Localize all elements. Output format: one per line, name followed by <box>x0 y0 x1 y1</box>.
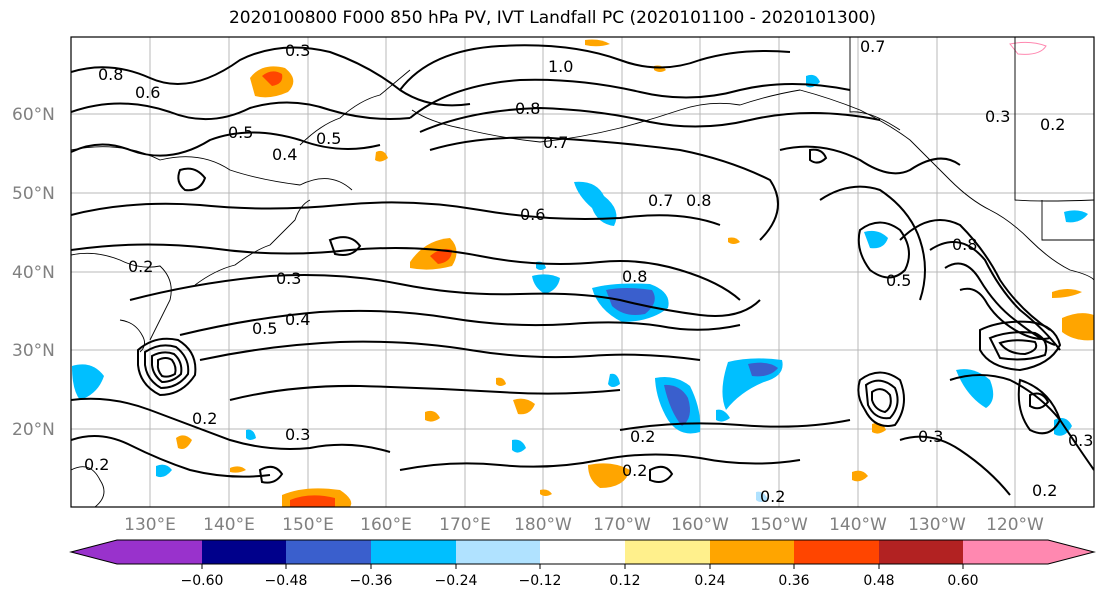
lon-label: 130°W <box>908 515 966 535</box>
lon-label: 140°E <box>203 515 255 535</box>
lon-label: 140°W <box>829 515 887 535</box>
lon-label: 130°E <box>124 515 176 535</box>
contour-label: 0.3 <box>1068 431 1093 450</box>
lon-label: 160°W <box>671 515 729 535</box>
contour-labels: 0.8 0.6 0.3 0.5 0.4 0.5 1.0 0.8 0.7 0.6 … <box>84 37 1093 506</box>
colorbar-tick-label: −0.36 <box>350 573 393 589</box>
contour-label: 0.2 <box>192 409 217 428</box>
lon-label: 180°W <box>514 515 572 535</box>
colorbar-swatch <box>202 540 286 564</box>
colorbar: −0.60 −0.48 −0.36 −0.24 −0.12 0.12 0.24 … <box>69 539 1096 589</box>
contour-label: 0.8 <box>952 235 977 254</box>
lon-label: 170°E <box>439 515 491 535</box>
lon-label: 160°E <box>360 515 412 535</box>
colorbar-swatch <box>456 540 540 564</box>
colorbar-tick-label: −0.24 <box>435 573 478 589</box>
colorbar-swatch <box>540 540 625 564</box>
contour-label: 0.7 <box>543 133 568 152</box>
contour-label: 0.8 <box>686 191 711 210</box>
contour-label: 0.2 <box>128 257 153 276</box>
contour-label: 0.2 <box>1040 115 1065 134</box>
lon-label: 170°W <box>593 515 651 535</box>
lat-label: 40°N <box>12 263 55 283</box>
colorbar-swatch <box>710 540 794 564</box>
contour-label: 0.3 <box>285 425 310 444</box>
contour-label: 0.2 <box>1032 481 1057 500</box>
colorbar-tick-label: 0.36 <box>778 573 809 589</box>
colorbar-extend-max <box>1048 540 1094 564</box>
contour-label: 0.7 <box>648 191 673 210</box>
latitude-labels: 60°N 50°N 40°N 30°N 20°N <box>12 105 55 440</box>
contour-label: 0.2 <box>630 427 655 446</box>
colorbar-swatch <box>879 540 963 564</box>
colorbar-swatch <box>371 540 456 564</box>
colorbar-tick-label: 0.60 <box>947 573 978 589</box>
contour-label: 0.5 <box>252 319 277 338</box>
contour-label: 0.5 <box>316 129 341 148</box>
contour-label: 0.8 <box>515 99 540 118</box>
contour-label: 0.4 <box>285 310 310 329</box>
contour-label: 0.2 <box>622 461 647 480</box>
contour-label: 0.6 <box>520 205 545 224</box>
colorbar-swatch <box>794 540 879 564</box>
colorbar-outline <box>69 539 1096 565</box>
contour-label: 0.5 <box>886 271 911 290</box>
colorbar-swatch <box>286 540 371 564</box>
lon-label: 120°W <box>986 515 1044 535</box>
lat-label: 50°N <box>12 184 55 204</box>
colorbar-tick-label: −0.12 <box>519 573 562 589</box>
colorbar-tick-label: −0.60 <box>181 573 224 589</box>
coastlines <box>71 37 1094 507</box>
contour-label: 0.8 <box>98 65 123 84</box>
contour-label: 0.8 <box>622 267 647 286</box>
pv-positive-fills <box>176 39 1094 507</box>
lat-label: 20°N <box>12 420 55 440</box>
contour-label: 0.3 <box>918 427 943 446</box>
colorbar-extend-min <box>71 540 117 564</box>
lon-label: 150°E <box>282 515 334 535</box>
contour-label: 0.3 <box>276 269 301 288</box>
colorbar-tick-label: −0.48 <box>265 573 308 589</box>
contour-label: 0.3 <box>285 41 310 60</box>
contour-label: 0.7 <box>860 37 885 56</box>
colorbar-tick-label: 0.48 <box>863 573 894 589</box>
lat-label: 60°N <box>12 105 55 125</box>
map-border <box>70 36 1095 508</box>
colorbar-swatch <box>963 540 1048 564</box>
contour-label: 1.0 <box>548 57 573 76</box>
contour-label: 0.3 <box>985 107 1010 126</box>
map-title: 2020100800 F000 850 hPa PV, IVT Landfall… <box>228 8 876 28</box>
contour-label: 0.5 <box>228 123 253 142</box>
lat-label: 30°N <box>12 341 55 361</box>
colorbar-swatch <box>625 540 710 564</box>
pv-negative-fills <box>72 41 1088 502</box>
colorbar-tick-label: 0.24 <box>694 573 725 589</box>
colorbar-swatch <box>117 540 202 564</box>
contour-label: 0.2 <box>84 455 109 474</box>
colorbar-tick-label: 0.12 <box>609 573 640 589</box>
longitude-labels: 130°E 140°E 150°E 160°E 170°E 180°W 170°… <box>124 515 1044 535</box>
pv-contours <box>71 44 1094 496</box>
contour-label: 0.2 <box>760 487 785 506</box>
contour-label: 0.6 <box>135 83 160 102</box>
lon-label: 150°W <box>750 515 808 535</box>
contour-label: 0.4 <box>272 145 297 164</box>
